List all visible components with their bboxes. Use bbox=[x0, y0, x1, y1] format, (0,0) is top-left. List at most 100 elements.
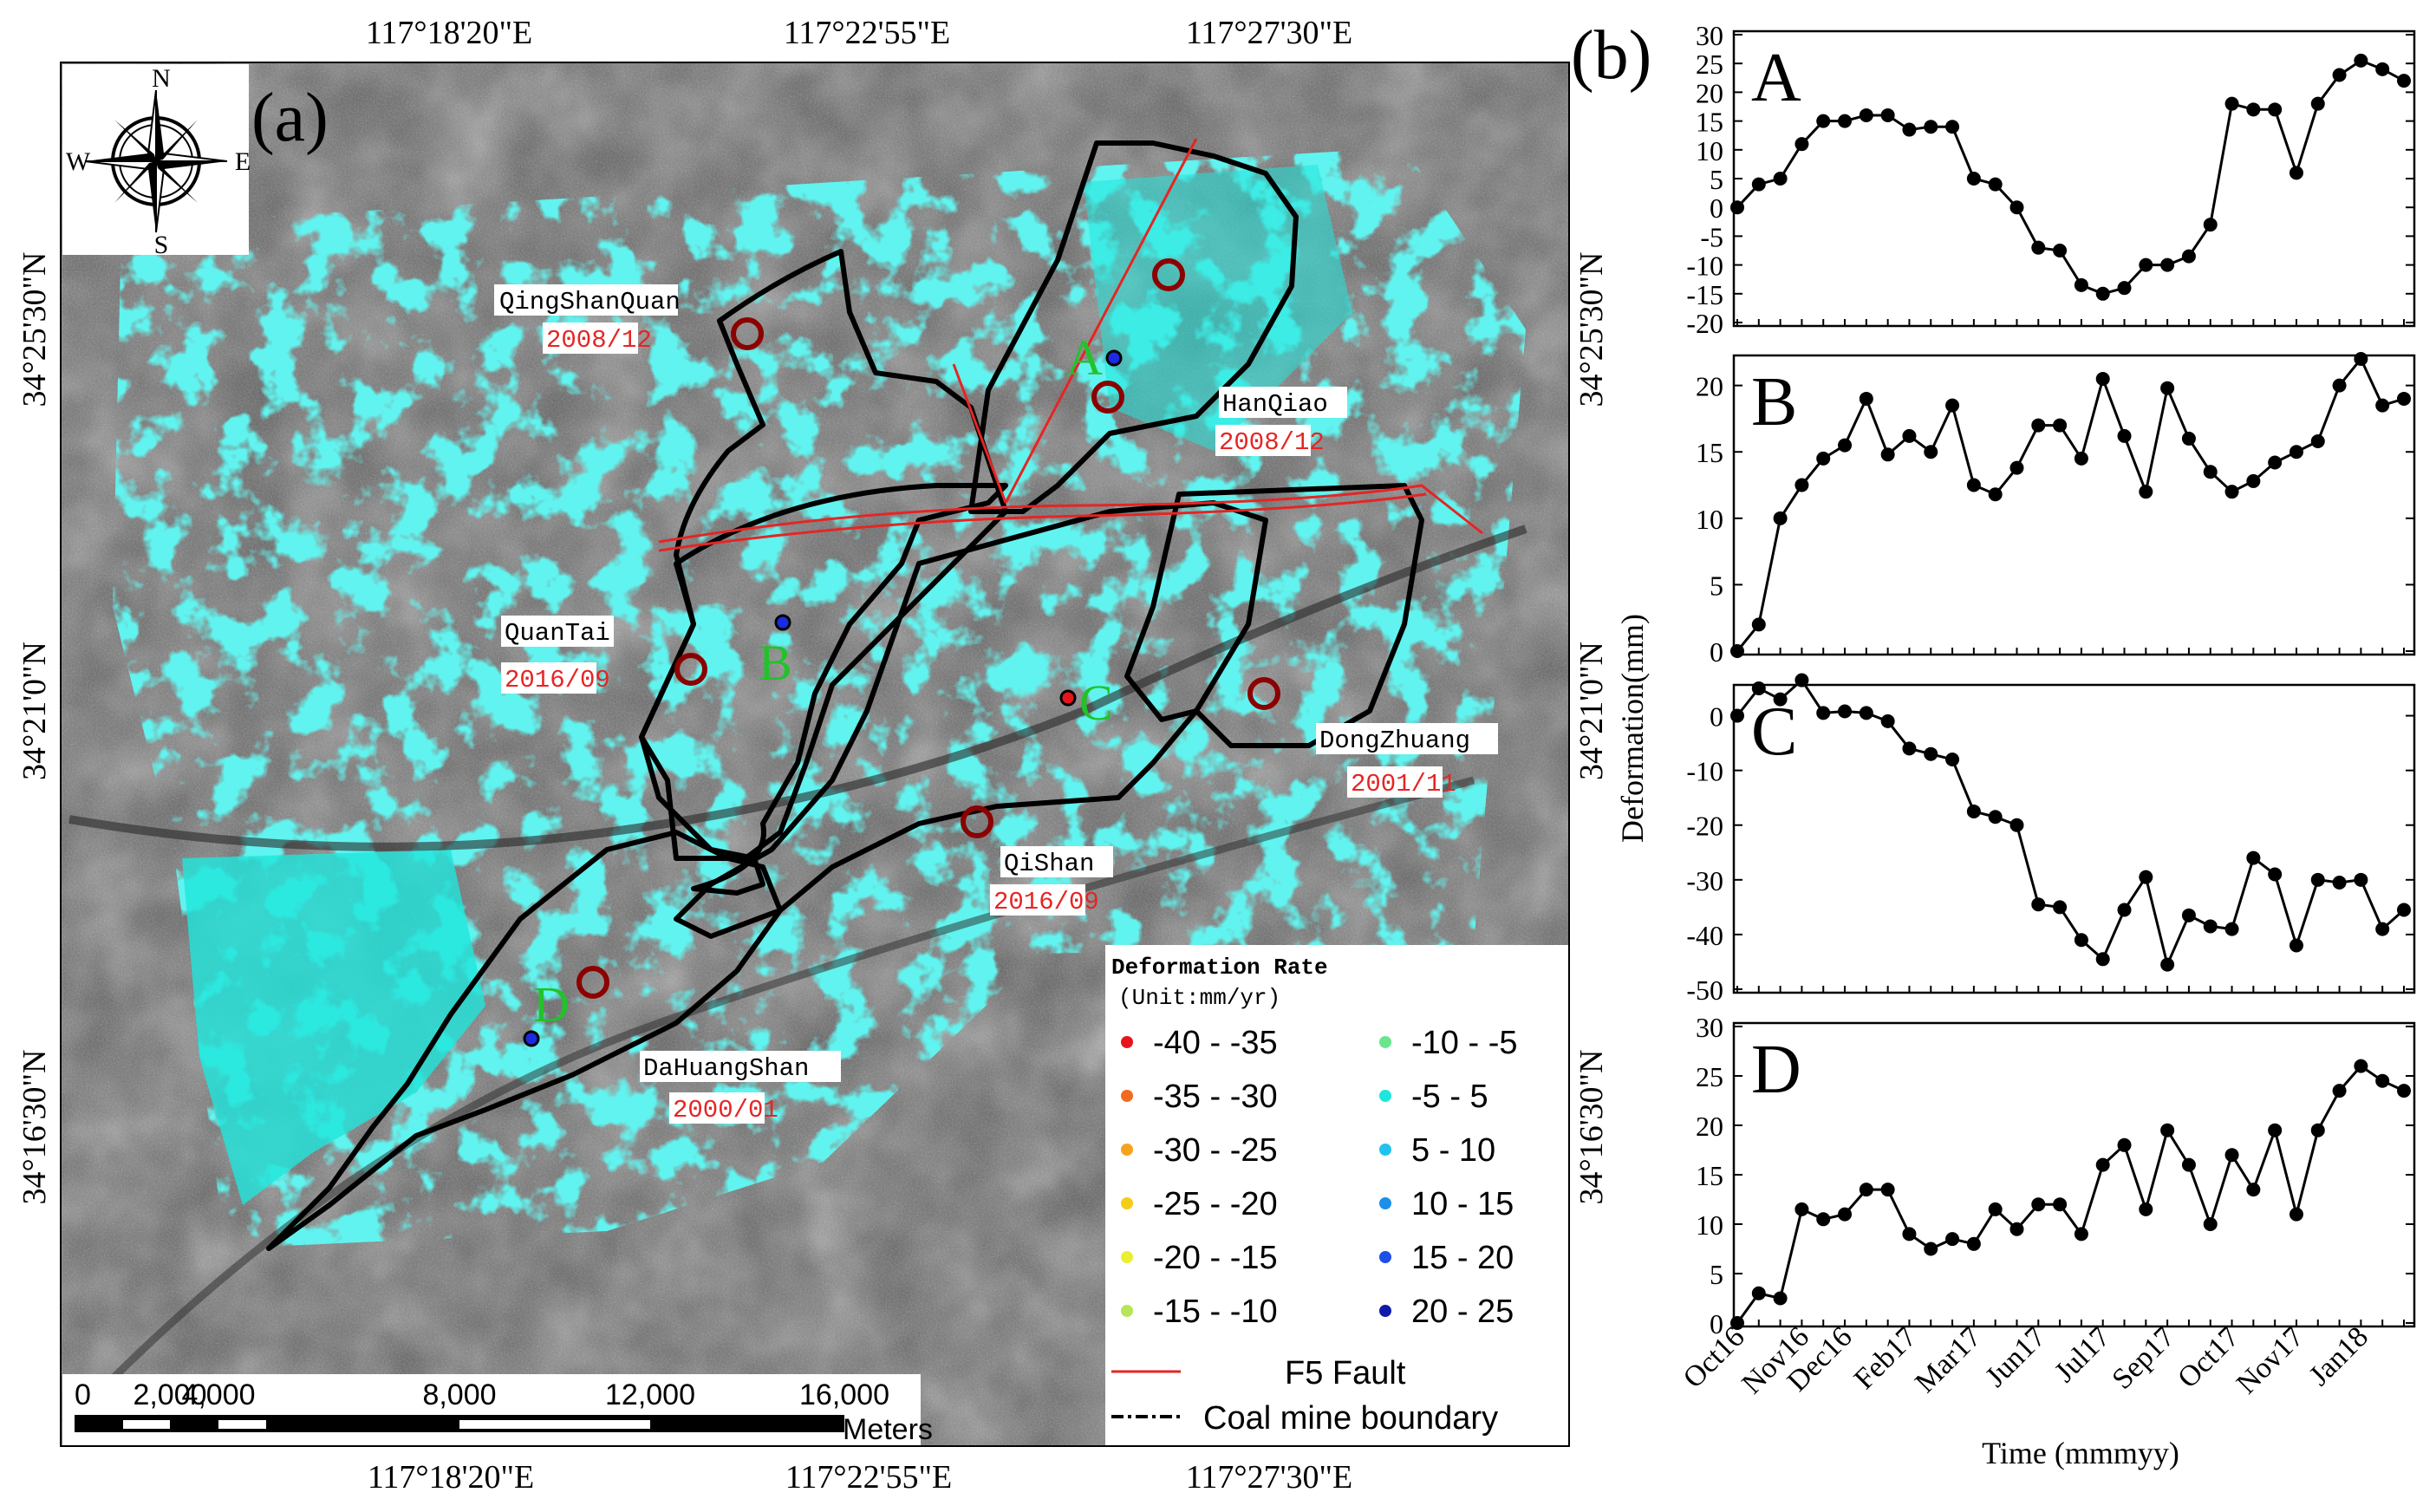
boundary-dongzhuang bbox=[1124, 483, 1424, 748]
y-tick-label: 10 bbox=[1696, 504, 1723, 535]
legend-item-label: 15 - 20 bbox=[1411, 1240, 1514, 1276]
x-axis-label: Time (mmmyy) bbox=[1982, 1436, 2179, 1470]
data-point bbox=[2332, 1084, 2347, 1098]
legend-item-label: -25 - -20 bbox=[1153, 1186, 1278, 1222]
data-point bbox=[2310, 1123, 2325, 1137]
legend-swatch bbox=[1121, 1305, 1133, 1317]
x-tick-label: Jul17 bbox=[2048, 1320, 2116, 1388]
data-point bbox=[1816, 1212, 1831, 1227]
y-tick-label: 0 bbox=[1710, 192, 1723, 224]
data-point bbox=[2354, 1059, 2368, 1073]
panel-b-label: (b) bbox=[1571, 17, 1651, 94]
chart-c: -50 -40 -30 -20 -10 0 C bbox=[1686, 673, 2416, 1006]
x-tick-label: Nov17 bbox=[2231, 1320, 2310, 1400]
x-tick-labels: Oct16Nov16Dec16Feb17Mar17Jun17Jul17Sep17… bbox=[1677, 1320, 2374, 1400]
data-point bbox=[2354, 352, 2368, 366]
legend-swatch bbox=[1379, 1090, 1391, 1102]
data-point bbox=[2117, 1137, 2132, 1152]
data-point bbox=[1773, 1291, 1788, 1306]
data-point bbox=[2289, 166, 2303, 180]
panel-a-label: (a) bbox=[251, 80, 329, 156]
top-coord: 117°22'55"E bbox=[784, 15, 950, 51]
legend-item-label: -35 - -30 bbox=[1153, 1079, 1278, 1115]
mine-date: 2008/12 bbox=[546, 326, 652, 355]
top-coord: 117°27'30"E bbox=[1186, 15, 1352, 51]
legend-item-label: -5 - 5 bbox=[1411, 1079, 1488, 1115]
legend-title: Deformation Rate bbox=[1111, 955, 1328, 981]
compass-rose: N S E W bbox=[62, 64, 251, 259]
data-point bbox=[1902, 428, 1917, 443]
legend-swatch bbox=[1121, 1144, 1133, 1156]
data-point bbox=[1730, 200, 1744, 215]
data-point bbox=[1966, 804, 1981, 818]
data-point bbox=[2095, 1157, 2110, 1172]
y-tick-label: 0 bbox=[1710, 701, 1723, 733]
point-d-marker bbox=[523, 1030, 540, 1047]
scalebar-tick-label: 12,000 bbox=[605, 1378, 695, 1411]
data-point bbox=[1859, 1183, 1873, 1197]
mine-name: QiShan bbox=[1004, 850, 1094, 878]
y-tick-label: 30 bbox=[1696, 20, 1723, 51]
mine-date: 2016/09 bbox=[993, 888, 1099, 916]
legend-unit: (Unit:mm/yr) bbox=[1118, 985, 1280, 1011]
boundary-dahuangshan bbox=[266, 830, 783, 1251]
legend-item-label: 10 - 15 bbox=[1411, 1186, 1514, 1222]
data-point bbox=[2074, 933, 2088, 948]
data-point bbox=[2397, 1084, 2411, 1098]
data-point bbox=[1924, 445, 1938, 459]
data-point bbox=[1880, 447, 1895, 462]
data-point bbox=[1859, 391, 1873, 406]
data-point bbox=[1988, 487, 2003, 502]
point-d-label: D bbox=[533, 976, 570, 1033]
left-coord: 34°25'30"N bbox=[16, 252, 53, 407]
data-point bbox=[1902, 741, 1917, 756]
data-point bbox=[1838, 1207, 1853, 1222]
y-tick-label: 25 bbox=[1696, 1061, 1723, 1092]
data-point bbox=[2009, 1222, 2024, 1236]
data-point bbox=[1773, 692, 1788, 707]
compass-e: E bbox=[235, 147, 251, 176]
data-point bbox=[2246, 473, 2261, 488]
data-point bbox=[2310, 433, 2325, 448]
data-point bbox=[1902, 122, 1917, 137]
y-tick-label: -10 bbox=[1686, 756, 1723, 787]
data-point bbox=[1924, 746, 1938, 761]
top-coord: 117°18'20"E bbox=[366, 15, 532, 51]
data-point bbox=[2053, 418, 2068, 433]
mine-marker bbox=[1247, 677, 1280, 710]
legend-item-label: 5 - 10 bbox=[1411, 1132, 1495, 1169]
compass-w: W bbox=[66, 147, 91, 176]
legend-swatch bbox=[1121, 1251, 1133, 1263]
point-c-label: C bbox=[1079, 675, 1113, 731]
data-point bbox=[1794, 673, 1809, 688]
mine-label-dongzhuang: DongZhuang 2001/11 bbox=[1316, 723, 1498, 798]
y-tick-label: -40 bbox=[1686, 920, 1723, 951]
legend-swatch bbox=[1379, 1036, 1391, 1048]
mine-date: 2016/09 bbox=[505, 666, 610, 694]
data-point bbox=[2139, 870, 2153, 884]
x-tick-label: Mar17 bbox=[1909, 1320, 1987, 1398]
mine-name: DongZhuang bbox=[1319, 727, 1470, 755]
chart-title: A bbox=[1751, 40, 1801, 116]
mine-name: QingShanQuan bbox=[499, 288, 681, 316]
scalebar-tick-label: 16,000 bbox=[799, 1378, 889, 1411]
right-coord: 34°16'30"N bbox=[1573, 1050, 1610, 1205]
point-markers bbox=[523, 349, 1123, 1047]
data-point bbox=[1794, 137, 1809, 152]
mine-name: QuanTai bbox=[505, 619, 610, 648]
chart-b: 0 5 10 15 20 B bbox=[1696, 352, 2416, 668]
data-point bbox=[1880, 714, 1895, 728]
point-b-label: B bbox=[759, 635, 792, 691]
boundary-legend-label: Coal mine boundary bbox=[1203, 1400, 1498, 1437]
data-point bbox=[1945, 398, 1960, 413]
point-c-marker bbox=[1059, 689, 1077, 707]
data-point bbox=[2160, 381, 2175, 395]
mine-date: 2000/01 bbox=[673, 1096, 778, 1124]
y-tick-label: 20 bbox=[1696, 1111, 1723, 1142]
f5-fault bbox=[658, 138, 1483, 552]
data-point bbox=[2095, 286, 2110, 301]
data-point bbox=[2031, 1197, 2046, 1212]
railway bbox=[68, 525, 1527, 851]
